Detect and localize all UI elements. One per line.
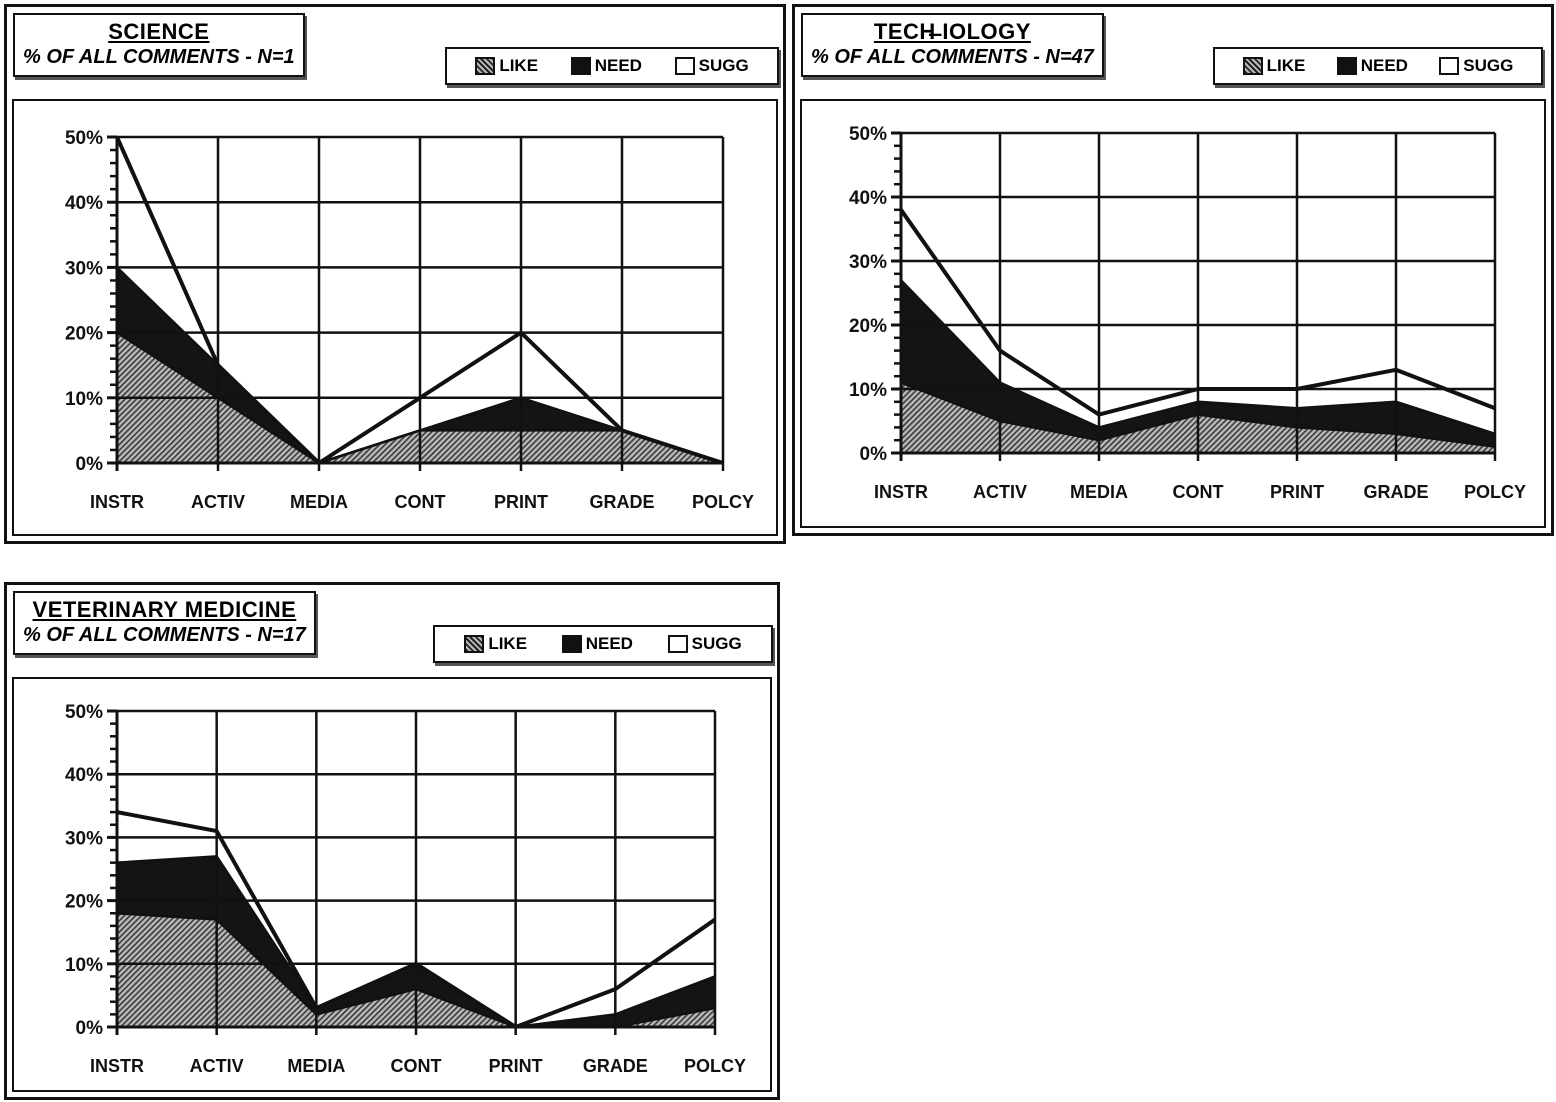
chart-title: TECH̶ IOLOGY [873,19,1031,44]
legend-item-need: NEED [570,56,642,76]
plot-frame [12,99,778,536]
legend-label-like: LIKE [1266,56,1306,75]
y-tick-label: 20% [849,316,887,337]
chart-title: VETERINARY MEDICINE [32,597,297,622]
legend-item-sugg: SUGG [667,634,742,654]
y-tick-label: 50% [65,702,103,723]
chart-panel-technology: TECH̶ IOLOGY % OF ALL COMMENTS - N=47 LI… [792,4,1554,536]
series-line-need [900,279,1496,435]
y-tick-label: 50% [849,124,887,145]
chart-legend: LIKE NEED SUGG [433,625,773,663]
legend-item-like: LIKE [464,634,527,654]
x-tick-label: CONT [395,492,446,512]
x-tick-label: MEDIA [290,492,348,512]
chart-title-box: VETERINARY MEDICINE % OF ALL COMMENTS - … [13,591,316,655]
legend-label-sugg: SUGG [691,634,742,653]
legend-swatch-sugg [674,57,695,75]
y-tick-label: 30% [65,828,103,849]
x-tick-label: POLCY [684,1056,746,1076]
chart-title-box: TECH̶ IOLOGY % OF ALL COMMENTS - N=47 [801,13,1104,77]
chart-legend: LIKE NEED SUGG [1213,47,1543,85]
chart-panel-veterinary-medicine: VETERINARY MEDICINE % OF ALL COMMENTS - … [4,582,780,1100]
chart-subtitle: % OF ALL COMMENTS - N=17 [23,624,306,646]
legend-swatch-sugg [1439,57,1460,75]
legend-swatch-like [464,635,485,653]
legend-label-like: LIKE [488,634,528,653]
y-tick-label: 30% [65,258,103,279]
legend-label-need: NEED [594,56,642,75]
x-tick-label: GRADE [1363,482,1428,502]
x-tick-label: GRADE [589,492,654,512]
plot-frame [800,99,1546,528]
legend-label-like: LIKE [499,56,539,75]
y-tick-label: 20% [65,892,103,913]
x-tick-label: INSTR [90,1056,144,1076]
legend-item-like: LIKE [475,56,538,76]
legend-swatch-need [570,57,591,75]
x-tick-label: PRINT [494,492,548,512]
legend-label-sugg: SUGG [1463,56,1514,75]
y-tick-label: 40% [65,193,103,214]
chart-subtitle: % OF ALL COMMENTS - N=1 [23,46,295,68]
x-tick-label: ACTIV [973,482,1027,502]
x-tick-label: INSTR [874,482,928,502]
y-tick-label: 0% [76,454,104,475]
legend-item-need: NEED [561,634,633,654]
legend-swatch-need [561,635,582,653]
chart-svg-technology: 0% 10% 20% 30% 40% 50% INSTR ACTIV MEDIA CONT PRIN… [849,124,1526,502]
legend-label-sugg: SUGG [698,56,749,75]
series-line-sugg [116,810,717,1029]
series-line-sugg [115,136,724,465]
y-tick-label: 0% [860,444,888,465]
chart-legend: LIKE NEED SUGG [445,47,779,85]
legend-item-like: LIKE [1242,56,1306,76]
x-tick-label: MEDIA [287,1056,345,1076]
legend-swatch-like [475,57,496,75]
y-tick-label: 0% [76,1018,104,1039]
x-tick-label: ACTIV [190,1056,244,1076]
chart-panel-science: SCIENCE % OF ALL COMMENTS - N=1 LIKE NEE… [4,4,786,544]
y-tick-label: 20% [65,324,103,345]
series-line-sugg [899,208,1496,417]
legend-label-need: NEED [1360,56,1408,75]
legend-item-need: NEED [1336,56,1408,76]
chart-title: SCIENCE [108,19,210,44]
x-tick-label: MEDIA [1070,482,1128,502]
series-line-like [900,381,1496,448]
y-tick-label: 40% [849,188,887,209]
x-tick-label: CONT [391,1056,442,1076]
x-tick-label: PRINT [489,1056,543,1076]
chart-subtitle: % OF ALL COMMENTS - N=47 [811,46,1094,68]
legend-item-sugg: SUGG [674,56,749,76]
x-tick-label: POLCY [1464,482,1526,502]
y-tick-label: 10% [849,380,887,401]
chart-svg-science: 0% 10% 20% 30% 40% 50% INSTR ACTIV MEDIA CONT PRIN… [65,128,754,512]
area-sugg [117,812,715,1027]
x-tick-label: ACTIV [191,492,245,512]
y-tick-label: 30% [849,252,887,273]
y-tick-label: 50% [65,128,103,149]
plot-frame [12,677,772,1092]
x-tick-label: PRINT [1270,482,1324,502]
area-like [117,913,715,1027]
legend-swatch-like [1242,57,1263,75]
x-tick-label: INSTR [90,492,144,512]
chart-svg-veterinary-medicine: 0% 10% 20% 30% 40% 50% INSTR ACTIV MEDIA CONT PRIN… [65,702,746,1076]
legend-label-need: NEED [585,634,633,653]
series-line-like [116,911,716,1029]
y-tick-label: 10% [65,389,103,410]
area-need [117,856,715,1027]
x-tick-label: GRADE [583,1056,648,1076]
x-tick-label: CONT [1173,482,1224,502]
legend-swatch-need [1336,57,1357,75]
legend-swatch-sugg [667,635,688,653]
legend-item-sugg: SUGG [1439,56,1513,76]
x-tick-label: POLCY [692,492,754,512]
y-tick-label: 40% [65,765,103,786]
chart-title-box: SCIENCE % OF ALL COMMENTS - N=1 [13,13,305,77]
y-tick-label: 10% [65,955,103,976]
